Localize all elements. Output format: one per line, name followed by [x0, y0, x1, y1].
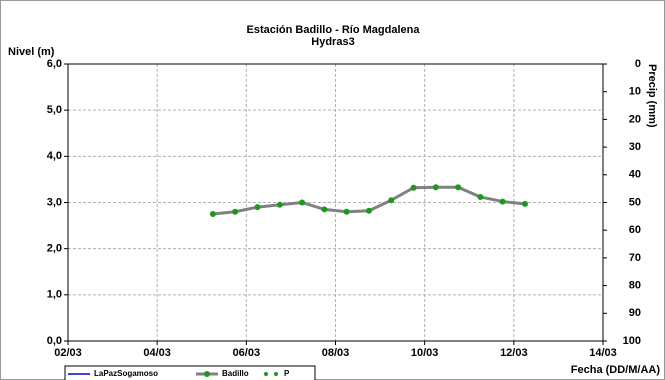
y-axis-label: Nivel (m)	[8, 46, 55, 58]
point	[321, 206, 328, 213]
chart-title: Estación Badillo - Río Magdalena	[247, 24, 421, 36]
point	[299, 199, 306, 206]
y2-tick-label: 70	[629, 252, 641, 264]
y2-tick-label: 0	[635, 58, 641, 70]
legend-marker	[274, 372, 278, 376]
point	[343, 208, 350, 215]
plot-area	[67, 63, 604, 342]
point	[232, 208, 239, 215]
y2-axis-label: Precip (mm)	[646, 64, 658, 128]
point	[455, 184, 462, 191]
x-tick-label: 02/03	[54, 347, 82, 359]
legend-marker	[204, 371, 210, 377]
legend-label: LaPazSogamoso	[94, 369, 158, 378]
legend-marker	[264, 372, 268, 376]
y-tick-label: 2,0	[47, 243, 62, 255]
y2-tick-label: 20	[629, 113, 641, 125]
y2-tick-label: 10	[629, 86, 641, 98]
point	[521, 200, 528, 207]
x-tick-label: 08/03	[322, 347, 350, 359]
point	[365, 207, 372, 214]
y-tick-label: 4,0	[47, 150, 62, 162]
y-tick-label: 6,0	[47, 58, 62, 70]
legend-label: P	[284, 369, 290, 378]
y-tick-label: 1,0	[47, 289, 62, 301]
y2-tick-label: 90	[629, 307, 641, 319]
y2-tick-label: 50	[629, 196, 641, 208]
legend	[64, 365, 316, 380]
y-tick-label: 3,0	[47, 196, 62, 208]
legend-label: Badillo	[222, 369, 249, 378]
x-axis-label: Fecha (DD/M/AA)	[571, 364, 661, 376]
x-tick-label: 06/03	[233, 347, 261, 359]
y2-tick-label: 80	[629, 280, 641, 292]
point	[209, 211, 216, 218]
y2-tick-label: 30	[629, 141, 641, 153]
point	[499, 198, 506, 205]
y2-tick-label: 60	[629, 224, 641, 236]
chart-subtitle: Hydras3	[311, 36, 354, 48]
y2-tick-label: 40	[629, 169, 641, 181]
point	[388, 197, 395, 204]
point	[432, 184, 439, 191]
point	[477, 193, 484, 200]
point	[254, 204, 261, 211]
y2-tick-label: 100	[623, 335, 641, 347]
x-tick-label: 14/03	[589, 347, 617, 359]
point	[410, 184, 417, 191]
x-tick-label: 04/03	[143, 347, 171, 359]
y-tick-label: 0,0	[47, 335, 62, 347]
y-tick-label: 5,0	[47, 104, 62, 116]
point	[276, 201, 283, 208]
x-tick-label: 10/03	[411, 347, 439, 359]
x-tick-label: 12/03	[500, 347, 528, 359]
